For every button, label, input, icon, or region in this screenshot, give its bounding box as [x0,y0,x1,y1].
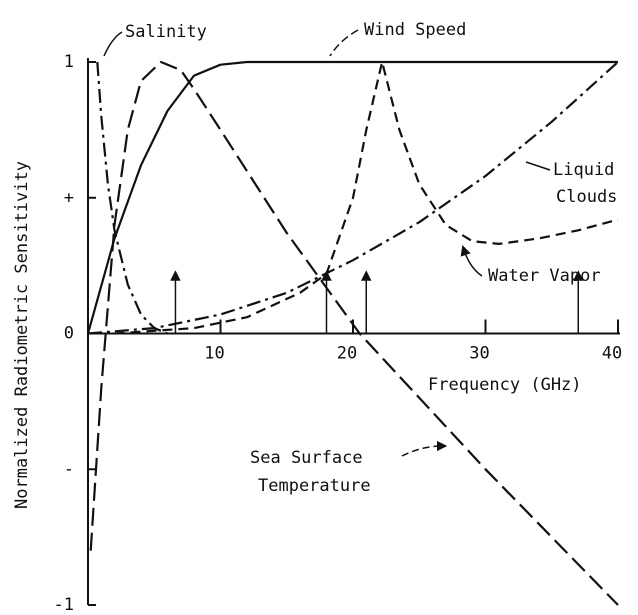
x-tick-label: 40 [602,344,622,364]
y-tick-label: 0 [64,324,74,344]
series-line [96,61,168,335]
x-axis-label: Frequency (GHz) [428,375,582,395]
series-line [86,60,618,334]
leader-line [401,440,448,457]
annotation: Liquid [553,160,614,180]
leader-line [329,29,359,57]
leader-line [525,161,551,171]
series-line [89,60,619,606]
y-tick-label: - [64,459,74,479]
series-line [114,60,619,335]
y-tick-label: 1 [64,52,74,72]
leader-line [103,31,123,57]
y-tick-label: -1 [54,595,74,615]
annotation: Water Vapor [488,266,601,286]
annotation: Clouds [556,187,617,207]
x-tick-label: 10 [204,344,224,364]
series-line [87,61,619,335]
annotation: Sea Surface [250,448,363,468]
annotation: Temperature [258,476,371,496]
x-tick-label: 30 [469,344,489,364]
annotation: Salinity [125,22,207,42]
x-tick-label: 20 [337,344,357,364]
y-tick-label: + [64,188,74,208]
leader-line [460,245,483,277]
annotation: Wind Speed [364,20,466,40]
y-axis-label: Normalized Radiometric Sensitivity [12,161,32,509]
